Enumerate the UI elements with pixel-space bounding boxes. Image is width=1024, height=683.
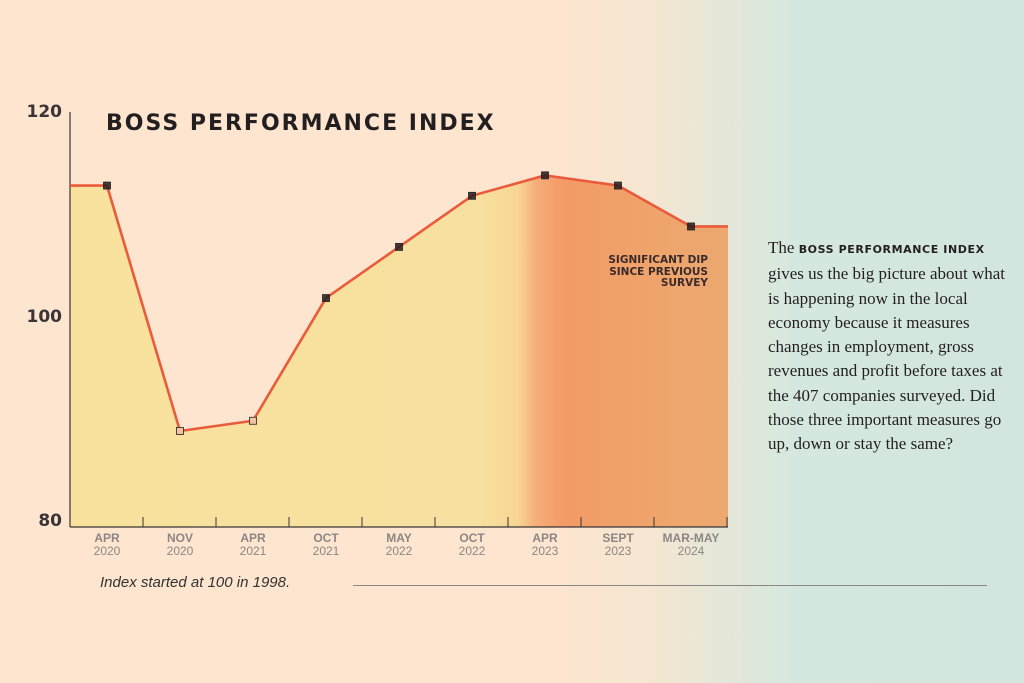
description-prefix: The	[768, 238, 795, 257]
data-point-marker	[103, 181, 111, 190]
footnote-divider	[353, 585, 987, 586]
dip-annotation: SIGNIFICANT DIP SINCE PREVIOUS SURVEY	[608, 254, 708, 289]
y-tick-label: 120	[26, 102, 63, 122]
data-point-marker	[687, 222, 695, 231]
data-point-marker	[322, 294, 330, 302]
description-text: The BOSS PERFORMANCE INDEX gives us the …	[768, 236, 1013, 457]
x-tick-label: NOV 2020	[166, 531, 194, 558]
x-tick-label: OCT 2021	[312, 531, 340, 558]
x-tick-label: SEPT 2023	[602, 531, 634, 558]
x-tick-label: APR 2021	[239, 531, 267, 558]
data-point-marker	[249, 416, 257, 425]
y-tick-label: 80	[38, 511, 62, 531]
data-point-marker	[614, 181, 622, 190]
chart-title: BOSS PERFORMANCE INDEX	[106, 111, 496, 136]
data-point-marker	[176, 427, 184, 435]
description-body: gives us the big picture about what is h…	[768, 264, 1006, 454]
x-tick-label: APR 2023	[531, 531, 559, 558]
x-tick-label: MAR-MAY 2024	[662, 531, 720, 558]
y-tick-label: 100	[26, 306, 63, 327]
data-point-marker	[395, 243, 403, 251]
footnote: Index started at 100 in 1998.	[100, 574, 291, 591]
x-tick-label: MAY 2022	[385, 531, 413, 558]
data-point-marker	[541, 171, 549, 180]
x-tick-label: OCT 2022	[458, 531, 486, 558]
area-fill	[70, 175, 728, 527]
description-brand: BOSS PERFORMANCE INDEX	[798, 243, 985, 256]
x-tick-label: APR 2020	[93, 531, 121, 558]
data-point-marker	[468, 191, 476, 200]
